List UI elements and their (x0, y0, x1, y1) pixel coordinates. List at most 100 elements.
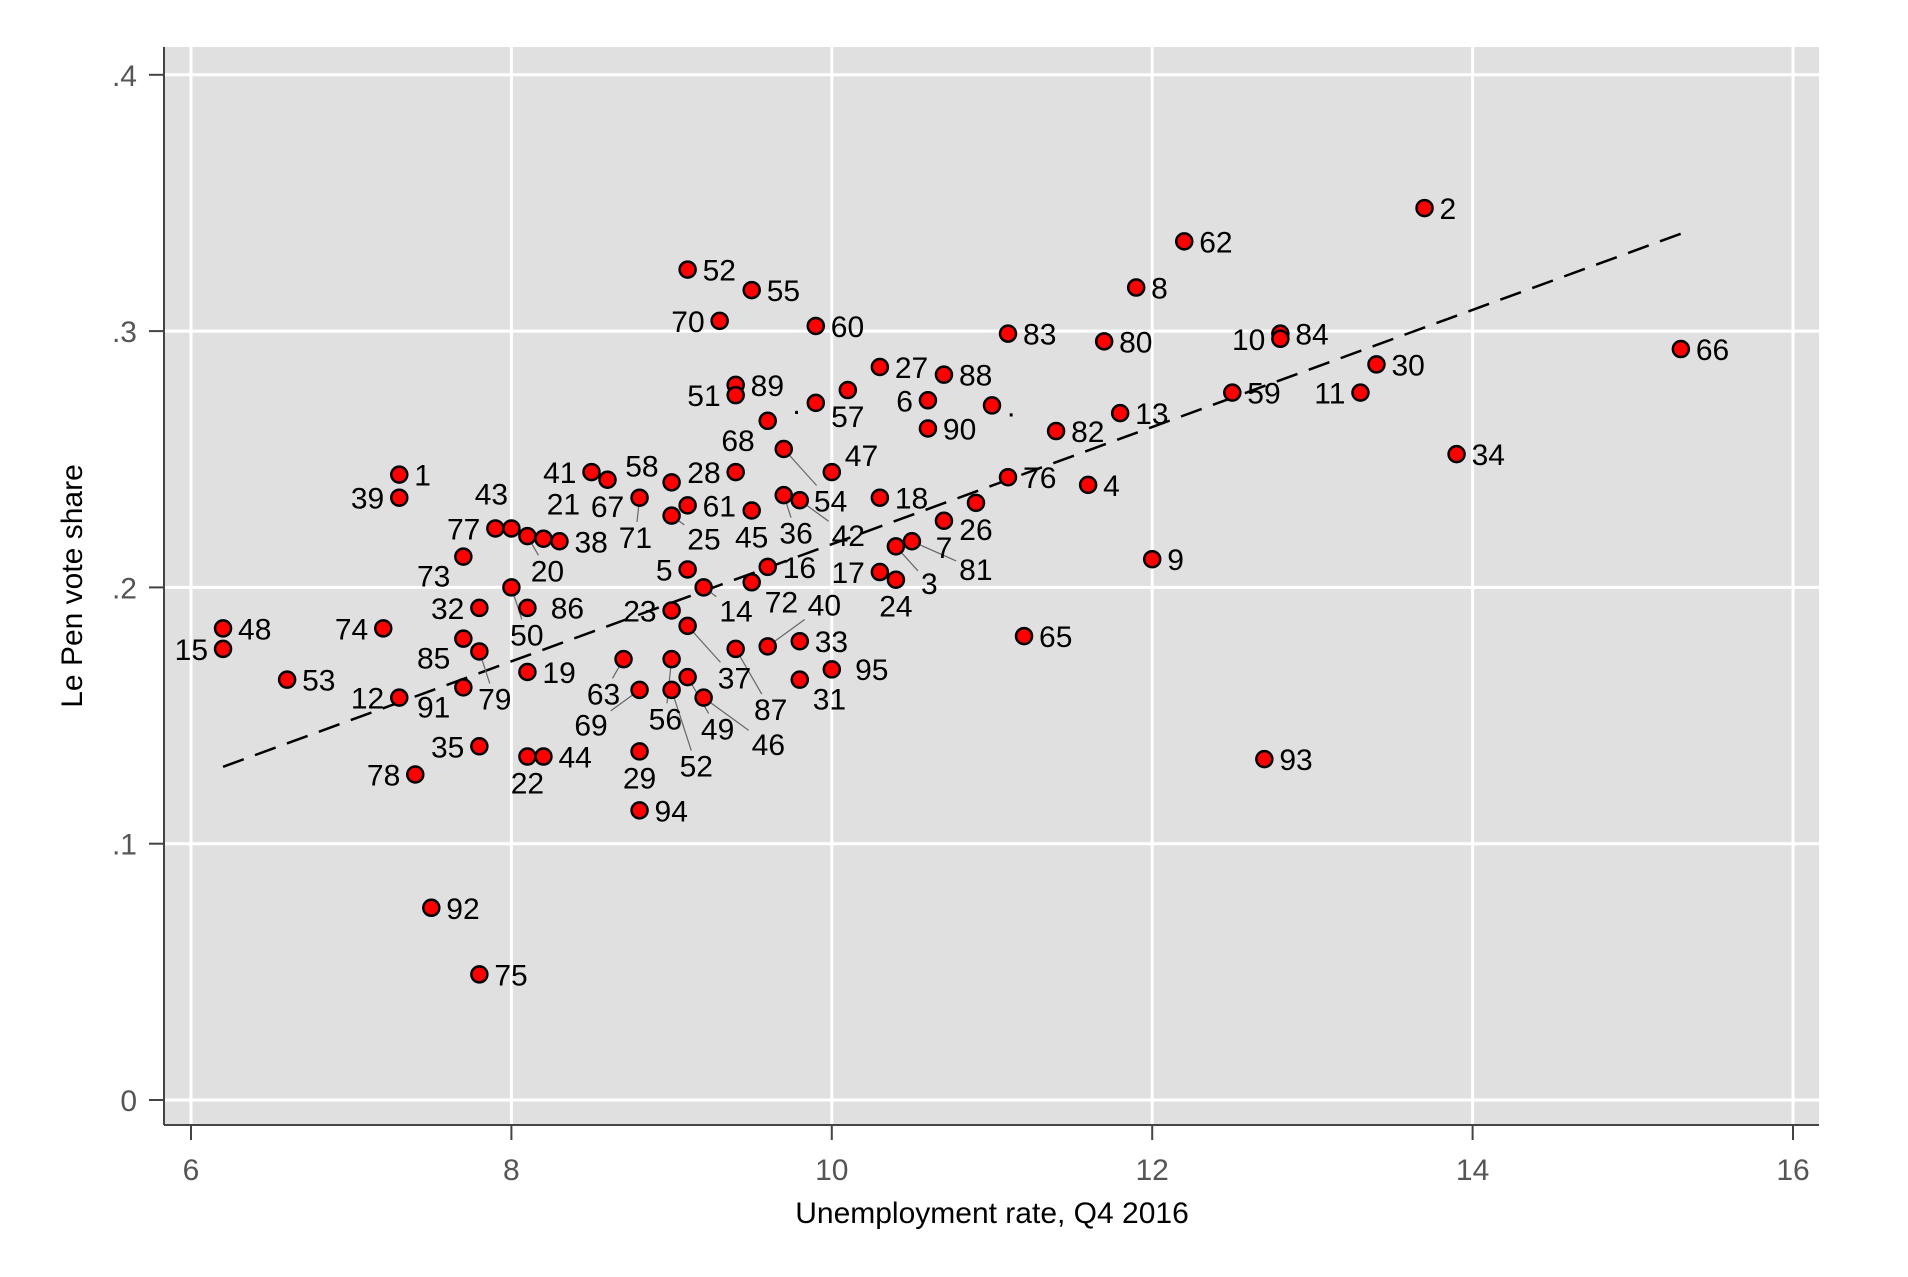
data-point (662, 680, 681, 700)
point-label: 62 (1199, 226, 1232, 259)
point-label: 60 (831, 311, 864, 344)
x-tick-label: 16 (1776, 1154, 1809, 1187)
data-point (934, 511, 954, 531)
point-label: 83 (1023, 319, 1056, 352)
point-label: 17 (831, 557, 864, 590)
data-point (758, 557, 777, 577)
point-label: 25 (687, 524, 720, 557)
point-label: 31 (813, 684, 846, 717)
y-tick-label: .2 (112, 572, 137, 605)
data-point (774, 439, 793, 459)
data-point (1271, 329, 1290, 349)
data-point (1447, 444, 1466, 464)
data-point (790, 631, 810, 651)
point-label: 94 (655, 795, 688, 828)
point-label: 5 (656, 554, 673, 587)
point-label: 46 (752, 729, 785, 762)
data-point (390, 465, 409, 484)
data-point (213, 619, 233, 638)
point-label: 65 (1039, 621, 1072, 654)
point-label: 76 (1023, 462, 1056, 495)
y-tick-label: .1 (112, 829, 137, 862)
y-tick-label: .3 (112, 316, 137, 349)
point-label: 21 (547, 489, 580, 522)
point-label: 68 (721, 425, 754, 458)
data-point (806, 393, 826, 413)
point-label: 37 (718, 662, 751, 695)
data-point (1110, 403, 1130, 423)
data-point (1126, 278, 1146, 297)
label-leader-line (671, 689, 692, 751)
point-label: . (792, 388, 800, 421)
data-point (454, 678, 473, 697)
data-point (1415, 198, 1434, 218)
point-label: 87 (754, 694, 787, 727)
data-point (1142, 549, 1162, 569)
data-point (678, 496, 697, 515)
point-label: 54 (814, 486, 847, 519)
point-label: 63 (587, 678, 620, 711)
data-point (454, 629, 473, 648)
data-point (902, 532, 922, 551)
point-label: 61 (703, 490, 736, 523)
point-label: 72 (765, 586, 798, 619)
data-point (502, 519, 521, 538)
data-point (726, 385, 745, 405)
point-label: 58 (625, 450, 658, 483)
data-point (518, 598, 537, 618)
data-point (598, 470, 617, 490)
data-point (630, 801, 649, 820)
point-label: 77 (447, 513, 480, 546)
point-label: 75 (494, 959, 527, 992)
point-label: 34 (1472, 439, 1505, 472)
data-point (406, 765, 425, 784)
data-point (630, 488, 649, 507)
point-label: 59 (1247, 378, 1280, 411)
point-label: 89 (751, 370, 784, 403)
data-point (710, 311, 729, 331)
point-label: 93 (1279, 744, 1312, 777)
point-label: 90 (943, 413, 976, 446)
point-label: 26 (959, 514, 992, 547)
data-point (1351, 383, 1370, 402)
point-label: 23 (623, 595, 656, 628)
data-point (1094, 332, 1114, 351)
data-point (790, 670, 810, 689)
point-label: 24 (879, 591, 912, 624)
data-point (822, 462, 842, 482)
data-point (870, 562, 890, 582)
data-point (213, 639, 233, 659)
point-label: 51 (687, 380, 720, 413)
point-label: 8 (1151, 273, 1168, 306)
point-label: 50 (510, 619, 543, 652)
point-label: 69 (574, 710, 607, 743)
y-tick-label: .4 (112, 60, 137, 93)
data-point (998, 467, 1018, 487)
data-point (1367, 355, 1386, 374)
data-point (518, 526, 537, 546)
data-point (277, 670, 297, 689)
data-point (470, 965, 489, 984)
data-point (1255, 749, 1274, 769)
point-label: 85 (417, 643, 450, 676)
data-point (630, 742, 649, 761)
point-label: 43 (475, 478, 508, 511)
data-point (966, 493, 986, 513)
data-point (918, 391, 938, 410)
point-label: 22 (511, 768, 544, 801)
points (213, 198, 1691, 984)
data-point (454, 547, 473, 566)
point-label: 67 (591, 491, 624, 524)
point-label: 9 (1167, 544, 1184, 577)
data-point (470, 642, 489, 661)
data-point (662, 506, 681, 525)
point-label: 52 (703, 255, 736, 288)
data-point (694, 688, 713, 707)
point-label: 88 (959, 360, 992, 393)
point-label: 44 (558, 742, 591, 775)
data-point (1078, 475, 1098, 495)
x-tick-label: 6 (183, 1154, 200, 1187)
fit-line (222, 232, 1682, 768)
